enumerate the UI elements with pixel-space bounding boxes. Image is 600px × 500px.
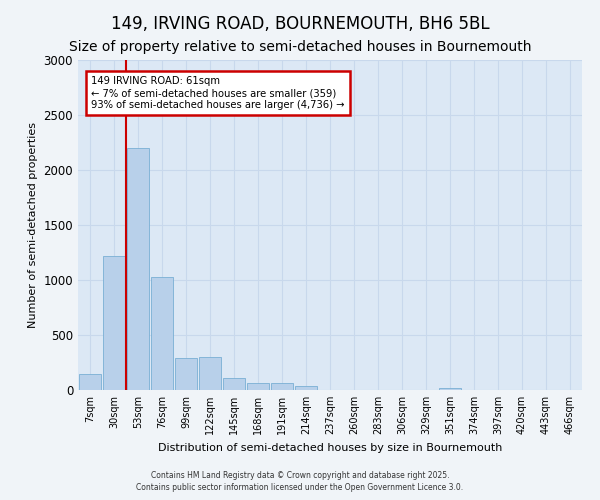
Text: Contains HM Land Registry data © Crown copyright and database right 2025.
Contai: Contains HM Land Registry data © Crown c… bbox=[136, 471, 464, 492]
Bar bbox=[295, 386, 317, 390]
Bar bbox=[199, 357, 221, 390]
Y-axis label: Number of semi-detached properties: Number of semi-detached properties bbox=[28, 122, 38, 328]
Bar bbox=[247, 384, 269, 390]
Bar bbox=[271, 384, 293, 390]
Bar bbox=[439, 388, 461, 390]
X-axis label: Distribution of semi-detached houses by size in Bournemouth: Distribution of semi-detached houses by … bbox=[158, 442, 502, 452]
Bar bbox=[127, 148, 149, 390]
Text: 149 IRVING ROAD: 61sqm
← 7% of semi-detached houses are smaller (359)
93% of sem: 149 IRVING ROAD: 61sqm ← 7% of semi-deta… bbox=[91, 76, 344, 110]
Text: 149, IRVING ROAD, BOURNEMOUTH, BH6 5BL: 149, IRVING ROAD, BOURNEMOUTH, BH6 5BL bbox=[110, 15, 490, 33]
Text: Size of property relative to semi-detached houses in Bournemouth: Size of property relative to semi-detach… bbox=[69, 40, 531, 54]
Bar bbox=[151, 276, 173, 390]
Bar bbox=[79, 374, 101, 390]
Bar bbox=[175, 358, 197, 390]
Bar bbox=[223, 378, 245, 390]
Bar bbox=[103, 256, 125, 390]
